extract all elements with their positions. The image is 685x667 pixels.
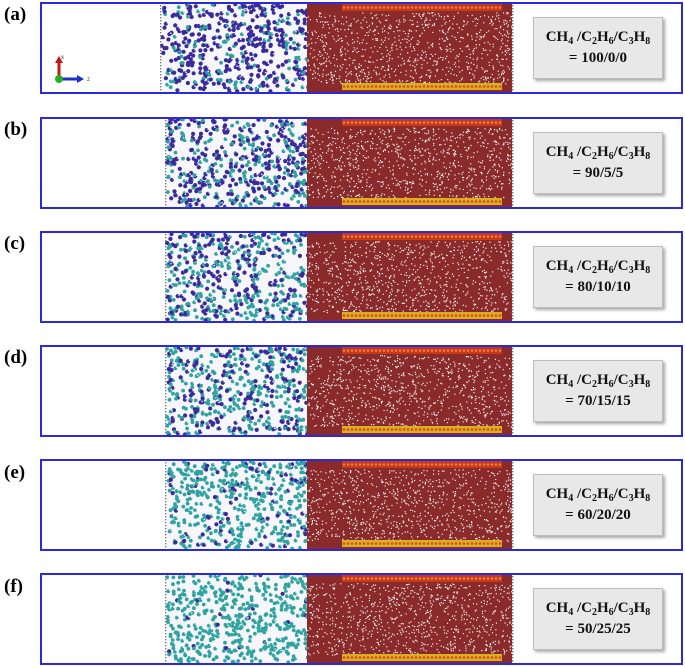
formula-text: H [633,258,646,274]
simulation-panel: CH4 /C2H6/C3H8 = 80/10/10 [40,231,683,323]
formula-text: CH [545,29,569,45]
panel-label: (d) [4,347,28,368]
composition-formula: CH4 /C2H6/C3H8 [546,484,651,505]
formula-text: /C [613,372,629,388]
formula-subscript: 6 [608,493,614,504]
simulation-snapshot: xz [55,4,514,92]
formula-subscript: 2 [591,379,597,390]
formula-subscript: 3 [628,493,634,504]
formula-subscript: 2 [591,36,597,47]
formula-subscript: 3 [628,379,634,390]
panel-label: (b) [4,119,28,140]
composition-ratio: = 100/0/0 [568,50,628,66]
formula-text: CH [545,258,569,274]
panel-label: (a) [4,4,27,25]
simulation-snapshot [165,119,514,207]
formula-text: H [596,258,609,274]
composition-ratio: = 70/15/15 [565,393,631,409]
composition-box: CH4 /C2H6/C3H8 = 60/20/20 [533,474,663,536]
formula-subscript: 6 [608,265,614,276]
axis-x-label: x [61,55,64,61]
simulation-snapshot [165,347,514,435]
simulation-panel: x z CH4 /C2H6/C3H8 = 100/0/0 [40,2,683,94]
formula-text: CH [545,600,569,616]
formula-subscript: 3 [628,265,634,276]
formula-text: H [596,600,609,616]
composition-box: CH4 /C2H6/C3H8 = 80/10/10 [533,246,663,308]
simulation-panel: CH4 /C2H6/C3H8 = 60/20/20 [40,459,683,551]
formula-text: /C [613,258,629,274]
formula-subscript: 2 [591,493,597,504]
formula-text: H [633,486,646,502]
formula-subscript: 4 [568,493,574,504]
formula-text: /C [613,486,629,502]
formula-subscript: 6 [608,607,614,618]
formula-text: CH [545,144,569,160]
composition-formula: CH4 /C2H6/C3H8 [546,27,651,48]
formula-subscript: 8 [645,607,651,618]
panel-label: (c) [4,233,26,254]
formula-text: CH [545,372,569,388]
formula-subscript: 3 [628,36,634,47]
composition-formula: CH4 /C2H6/C3H8 [546,256,651,277]
formula-subscript: 8 [645,265,651,276]
formula-text: /C [613,29,629,45]
formula-subscript: 6 [608,379,614,390]
simulation-panel: CH4 /C2H6/C3H8 = 90/5/5 [40,117,683,209]
formula-subscript: 4 [568,151,574,162]
formula-subscript: 4 [568,265,574,276]
formula-text: /C [573,144,592,160]
formula-subscript: 6 [608,36,614,47]
axis-z-label: z [87,77,90,83]
composition-box: CH4 /C2H6/C3H8 = 100/0/0 [533,17,663,79]
composition-formula: CH4 /C2H6/C3H8 [546,370,651,391]
formula-subscript: 8 [645,493,651,504]
formula-text: /C [613,600,629,616]
composition-box: CH4 /C2H6/C3H8 = 90/5/5 [533,132,663,194]
formula-text: /C [613,144,629,160]
formula-subscript: 8 [645,151,651,162]
simulation-panel: CH4 /C2H6/C3H8 = 70/15/15 [40,345,683,437]
formula-subscript: 4 [568,379,574,390]
composition-ratio: = 60/20/20 [565,507,631,523]
formula-text: /C [573,600,592,616]
simulation-snapshot [165,575,514,663]
formula-text: H [633,372,646,388]
composition-formula: CH4 /C2H6/C3H8 [546,142,651,163]
composition-ratio: = 80/10/10 [565,279,631,295]
composition-ratio: = 50/25/25 [565,621,631,637]
axis-indicator-icon: xz [55,55,90,83]
formula-text: H [596,486,609,502]
formula-subscript: 8 [645,36,651,47]
formula-subscript: 2 [591,151,597,162]
panel-label: (f) [4,576,23,597]
formula-text: H [596,29,609,45]
composition-box: CH4 /C2H6/C3H8 = 50/25/25 [533,588,663,650]
formula-text: /C [573,29,592,45]
formula-text: H [596,372,609,388]
formula-text: H [633,29,646,45]
simulation-panel: CH4 /C2H6/C3H8 = 50/25/25 [40,573,683,665]
formula-subscript: 3 [628,607,634,618]
formula-subscript: 8 [645,379,651,390]
formula-text: /C [573,258,592,274]
formula-text: /C [573,486,592,502]
composition-ratio: = 90/5/5 [572,165,624,181]
formula-subscript: 4 [568,607,574,618]
simulation-snapshot [165,233,514,321]
formula-text: H [596,144,609,160]
formula-subscript: 4 [568,36,574,47]
composition-formula: CH4 /C2H6/C3H8 [546,598,651,619]
composition-box: CH4 /C2H6/C3H8 = 70/15/15 [533,360,663,422]
formula-text: CH [545,486,569,502]
formula-subscript: 3 [628,151,634,162]
formula-subscript: 2 [591,265,597,276]
simulation-snapshot [165,461,514,549]
panel-label: (e) [4,462,26,483]
formula-text: /C [573,372,592,388]
formula-subscript: 2 [591,607,597,618]
formula-text: H [633,144,646,160]
formula-text: H [633,600,646,616]
formula-subscript: 6 [608,151,614,162]
